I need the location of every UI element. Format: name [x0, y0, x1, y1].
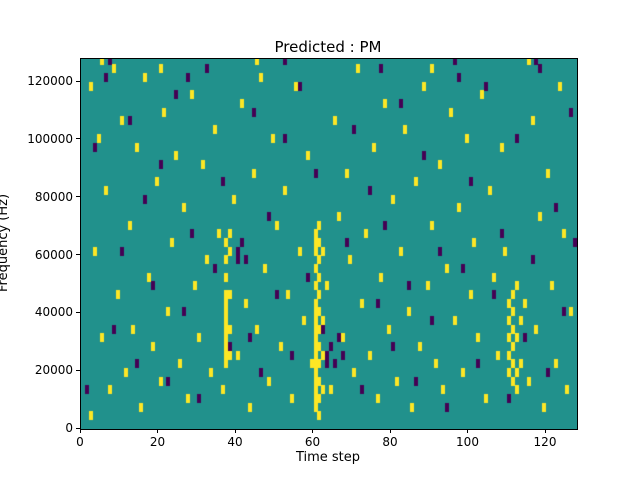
y-tick-mark: [76, 254, 80, 256]
y-axis-label: Frequency (Hz): [0, 193, 11, 293]
y-tick-label: 0: [65, 421, 73, 435]
y-tick-label: 80000: [34, 189, 73, 204]
y-tick-label: 20000: [34, 363, 73, 378]
x-tick-label: 120: [533, 435, 557, 449]
x-tick-mark: [157, 429, 158, 433]
x-tick-label: 20: [149, 435, 166, 449]
y-tick-label: 40000: [34, 305, 73, 320]
plot-title: Predicted : PM: [274, 38, 382, 56]
x-tick-mark: [544, 429, 546, 433]
x-tick-label: 60: [304, 435, 321, 449]
x-axis-label: Time step: [295, 450, 361, 465]
x-tick-mark: [467, 429, 468, 433]
y-tick-mark: [76, 369, 80, 371]
y-tick-mark: [76, 138, 80, 140]
x-tick-mark: [234, 429, 236, 433]
x-tick-label: 100: [456, 435, 479, 449]
x-tick-label: 0: [76, 435, 84, 449]
x-tick-label: 40: [227, 435, 243, 449]
x-tick-mark: [312, 429, 313, 433]
x-tick-label: 80: [382, 435, 398, 449]
x-tick-mark: [389, 429, 391, 433]
y-tick-mark: [76, 80, 80, 82]
y-tick-mark: [76, 311, 80, 313]
y-tick-label: 120000: [27, 74, 73, 89]
plot-area: [80, 58, 578, 430]
y-tick-label: 60000: [34, 247, 73, 262]
x-tick-mark: [79, 429, 81, 433]
y-tick-mark: [76, 427, 80, 429]
heatmap-canvas: [81, 59, 577, 429]
y-tick-mark: [76, 196, 80, 198]
y-tick-label: 100000: [27, 131, 73, 146]
